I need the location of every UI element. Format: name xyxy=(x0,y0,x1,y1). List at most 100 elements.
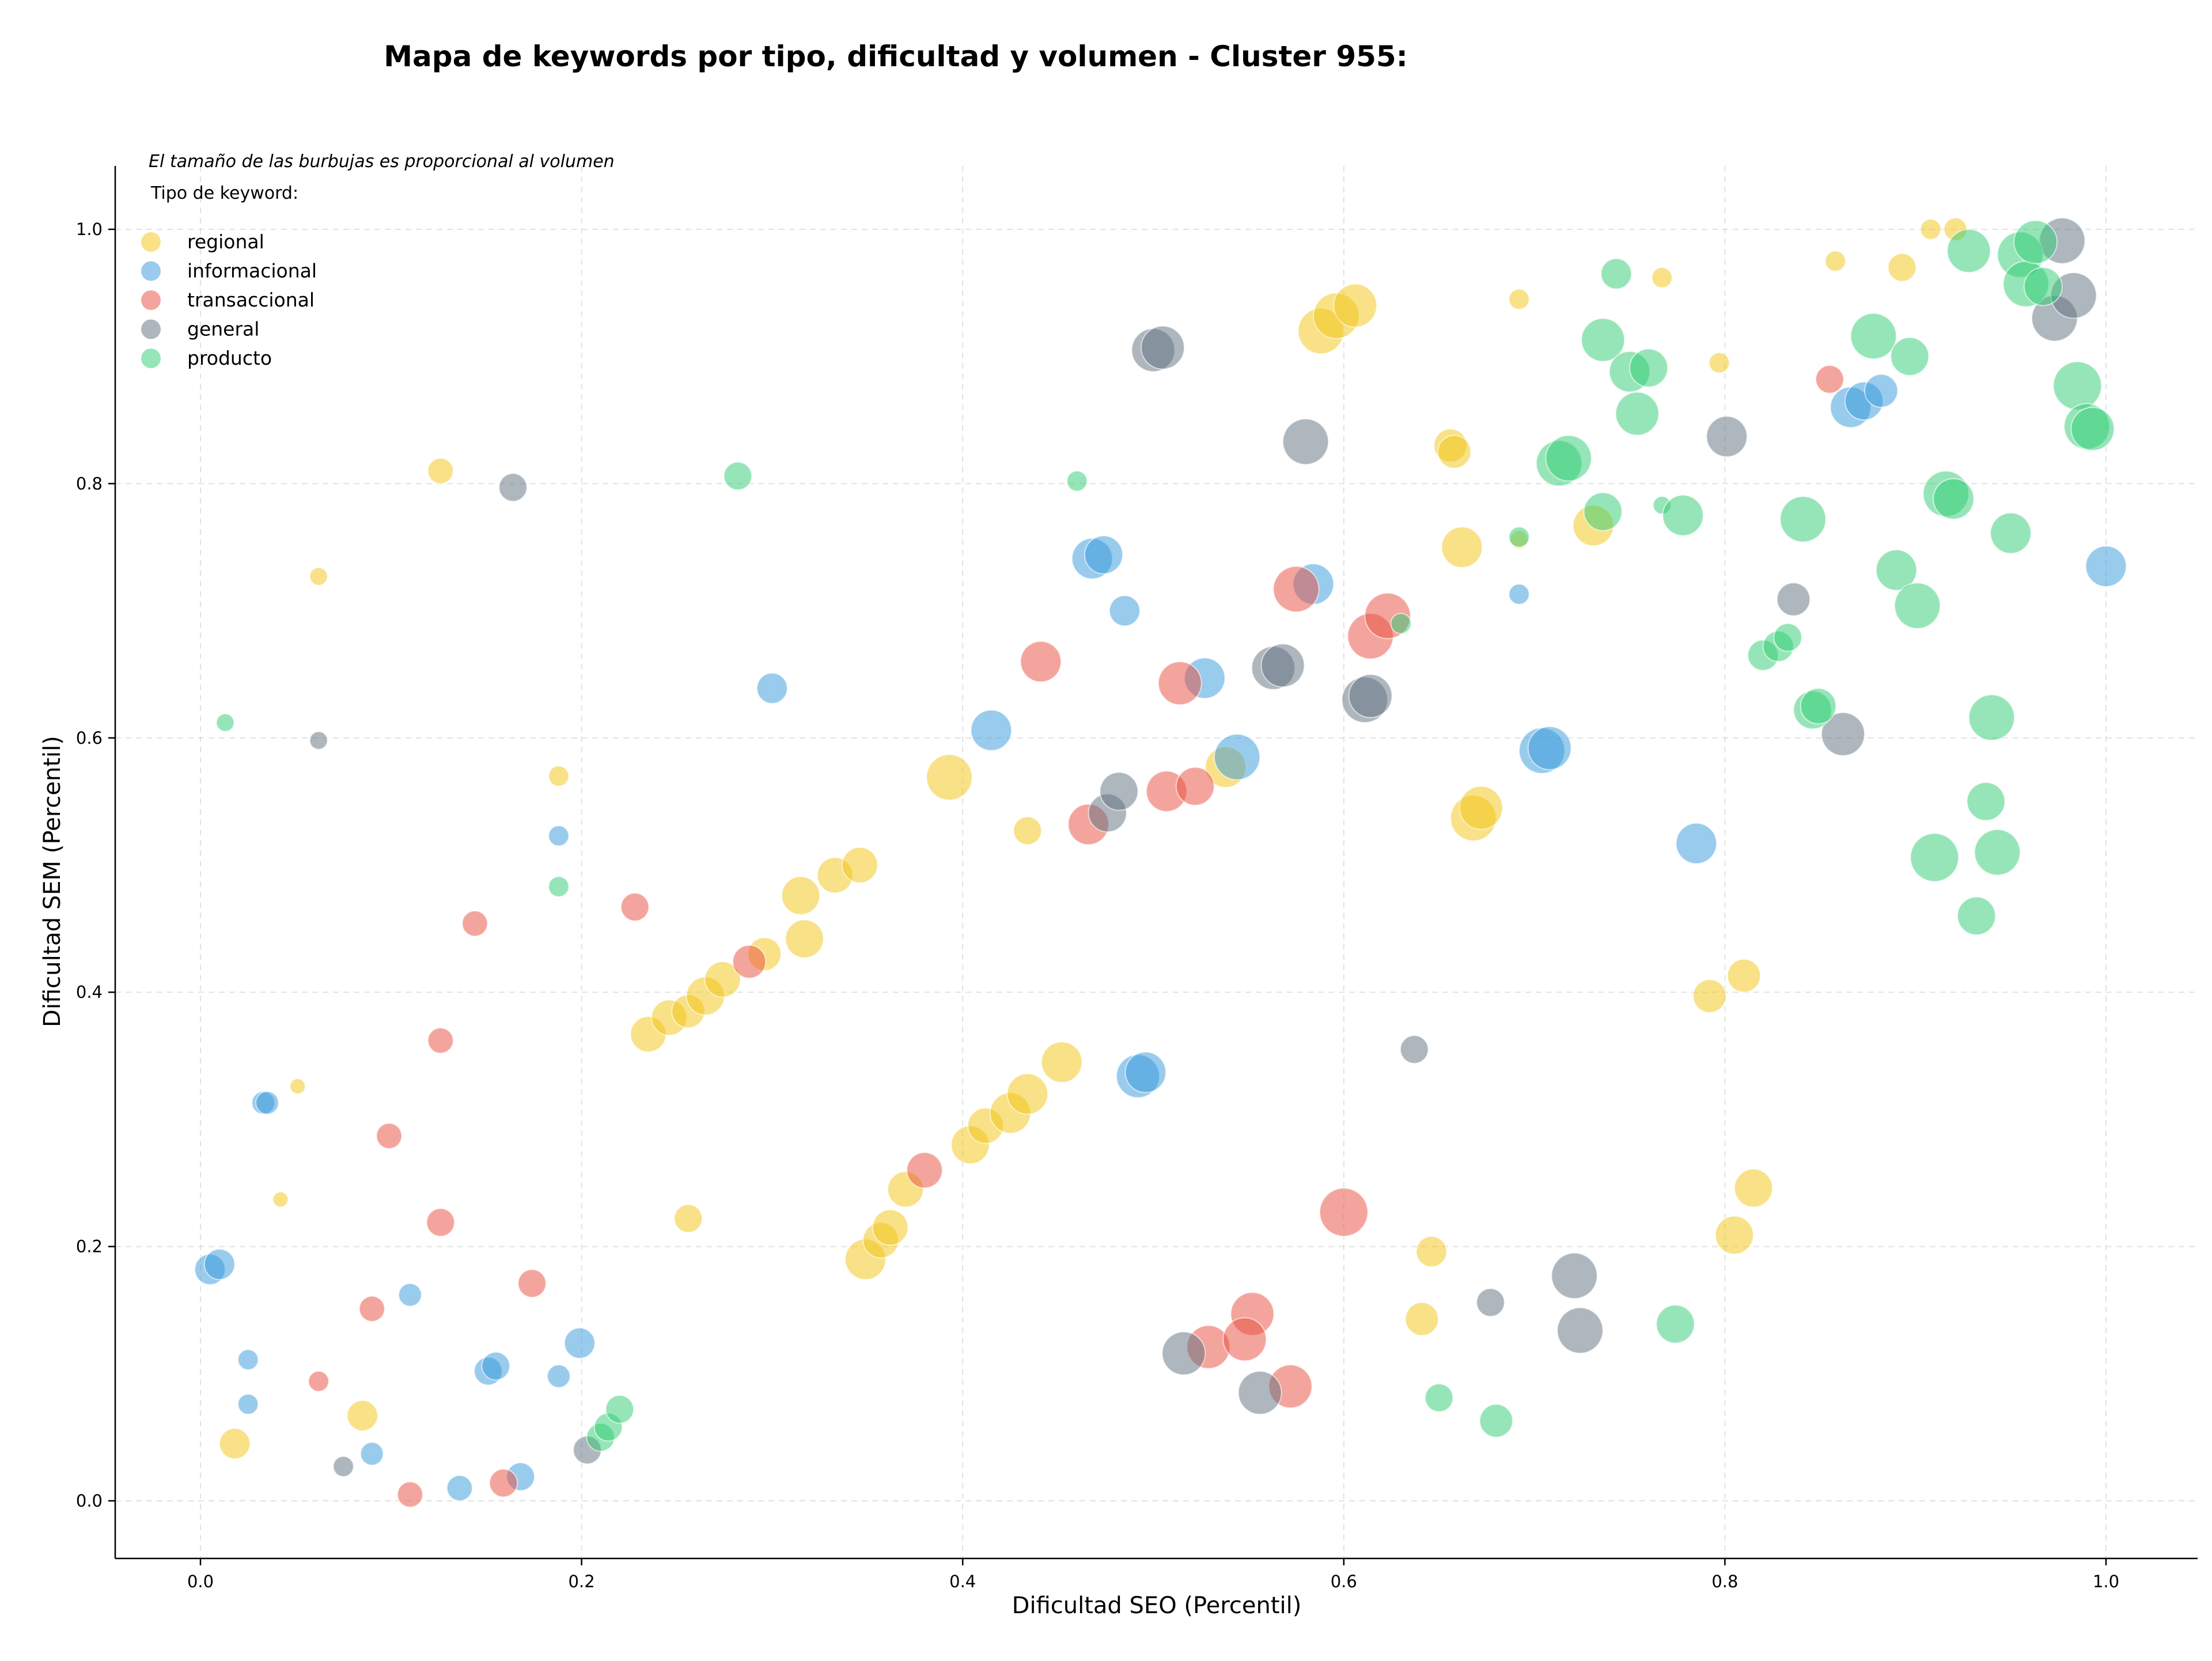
y-axis-label: Dificultad SEM (Percentil) xyxy=(39,736,66,1027)
legend-label-general: general xyxy=(187,318,259,340)
bubble-regional xyxy=(1459,785,1503,830)
bubble-producto xyxy=(1800,687,1837,725)
legend-label-producto: producto xyxy=(187,347,272,369)
bubble-regional xyxy=(1333,283,1378,328)
bubble-informacional xyxy=(970,709,1013,751)
bubble-producto xyxy=(2023,267,2063,307)
bubble-informacional xyxy=(548,825,570,847)
bubble-producto xyxy=(1779,495,1827,543)
bubble-informacional xyxy=(756,672,788,705)
chart-title: Mapa de keywords por tipo, dificultad y … xyxy=(384,40,1407,73)
bubble-producto xyxy=(723,461,753,491)
bubble-regional xyxy=(1006,1073,1048,1115)
bubble-producto xyxy=(1662,494,1704,536)
bubble-general xyxy=(1821,712,1865,756)
bubble-regional xyxy=(1692,979,1727,1013)
legend-label-transaccional: transaccional xyxy=(187,289,315,311)
bubble-regional xyxy=(704,961,741,998)
legend-marker-transaccional xyxy=(141,290,161,310)
y-tick-label: 1.0 xyxy=(76,220,103,239)
bubble-general xyxy=(1099,771,1139,811)
bubble-regional xyxy=(1708,352,1730,374)
bubbles xyxy=(194,217,2127,1508)
bubble-regional xyxy=(1726,958,1762,993)
bubble-producto xyxy=(1957,896,1997,936)
bubble-regional xyxy=(1824,250,1846,272)
bubble-general xyxy=(498,472,528,502)
x-tick-label: 0.2 xyxy=(569,1572,595,1591)
bubble-informacional xyxy=(1214,733,1261,781)
bubble-regional xyxy=(346,1399,378,1432)
bubble-producto xyxy=(548,876,570,898)
bubble-transaccional xyxy=(426,1208,455,1237)
bubble-regional xyxy=(1714,1215,1754,1255)
y-tick-label: 0.6 xyxy=(76,728,103,748)
bubble-general xyxy=(1556,1307,1604,1354)
bubble-general xyxy=(1237,1371,1282,1415)
bubble-transaccional xyxy=(488,1468,518,1498)
y-tick-label: 0.4 xyxy=(76,982,103,1002)
bubble-producto xyxy=(1990,512,2032,554)
bubble-regional xyxy=(427,457,454,485)
bubble-transaccional xyxy=(308,1370,329,1393)
bubble-regional xyxy=(1013,816,1042,846)
bubble-informacional xyxy=(1864,373,1899,408)
bubble-transaccional xyxy=(427,1027,454,1054)
grid xyxy=(115,166,2198,1558)
bubble-regional xyxy=(272,1191,289,1208)
x-tick-label: 0.0 xyxy=(187,1572,214,1591)
bubble-transaccional xyxy=(1175,766,1215,806)
bubble-producto xyxy=(1066,470,1088,492)
bubble-regional xyxy=(1437,434,1472,469)
bubble-producto xyxy=(1583,492,1623,531)
bubble-informacional xyxy=(563,1327,596,1359)
bubble-producto xyxy=(1615,391,1660,436)
x-tick-label: 1.0 xyxy=(2093,1572,2119,1591)
bubble-informacional xyxy=(203,1248,236,1280)
bubble-general xyxy=(1476,1288,1505,1317)
bubble-producto xyxy=(1479,1403,1513,1438)
bubble-informacional xyxy=(1109,595,1141,627)
bubble-transaccional xyxy=(1319,1187,1369,1237)
bubble-producto xyxy=(2013,220,2058,264)
bubble-informacional xyxy=(1508,583,1530,606)
bubble-regional xyxy=(1651,267,1673,289)
bubble-producto xyxy=(1390,612,1412,634)
bubble-informacional xyxy=(2085,545,2127,588)
bubble-producto xyxy=(1656,1304,1695,1344)
bubble-general xyxy=(1348,674,1393,718)
bubble-regional xyxy=(548,765,570,787)
bubble-regional xyxy=(1920,218,1942,240)
bubble-producto xyxy=(1629,348,1669,388)
bubble-producto xyxy=(1581,317,1626,362)
bubble-producto xyxy=(1600,258,1633,290)
ticks: 0.0 0.2 0.4 0.6 0.8 1.0 0.0 0.2 0.4 0.6 0.8 1.0 xyxy=(76,220,2119,1591)
bubble-informacional xyxy=(1675,822,1718,865)
bubble-informacional xyxy=(359,1441,384,1466)
x-tick-label: 0.8 xyxy=(1711,1572,1738,1591)
bubble-producto xyxy=(1890,336,1930,376)
bubble-producto xyxy=(1946,229,1991,273)
bubble-transaccional xyxy=(461,910,488,937)
bubble-transaccional xyxy=(1157,661,1202,706)
x-tick-label: 0.6 xyxy=(1331,1572,1357,1591)
bubble-informacional xyxy=(481,1351,510,1381)
bubble-general xyxy=(1161,1331,1206,1376)
bubble-regional xyxy=(219,1428,251,1460)
y-tick-label: 0.0 xyxy=(76,1491,103,1511)
bubble-regional xyxy=(785,919,824,959)
legend-title: Tipo de keyword: xyxy=(150,183,298,203)
bubble-regional xyxy=(1441,526,1483,568)
bubble-regional xyxy=(1508,288,1530,311)
bubble-regional xyxy=(1734,1168,1773,1208)
bubble-general xyxy=(309,731,328,750)
bubble-transaccional xyxy=(906,1152,943,1189)
bubble-regional xyxy=(781,876,820,915)
bubble-transaccional xyxy=(517,1269,547,1298)
bubble-producto xyxy=(1974,828,2021,876)
legend-marker-producto xyxy=(141,349,161,368)
bubble-producto xyxy=(1425,1383,1454,1413)
bubble-informacional xyxy=(1124,1051,1167,1094)
legend: Tipo de keyword: regional informacional tr… xyxy=(141,183,317,369)
